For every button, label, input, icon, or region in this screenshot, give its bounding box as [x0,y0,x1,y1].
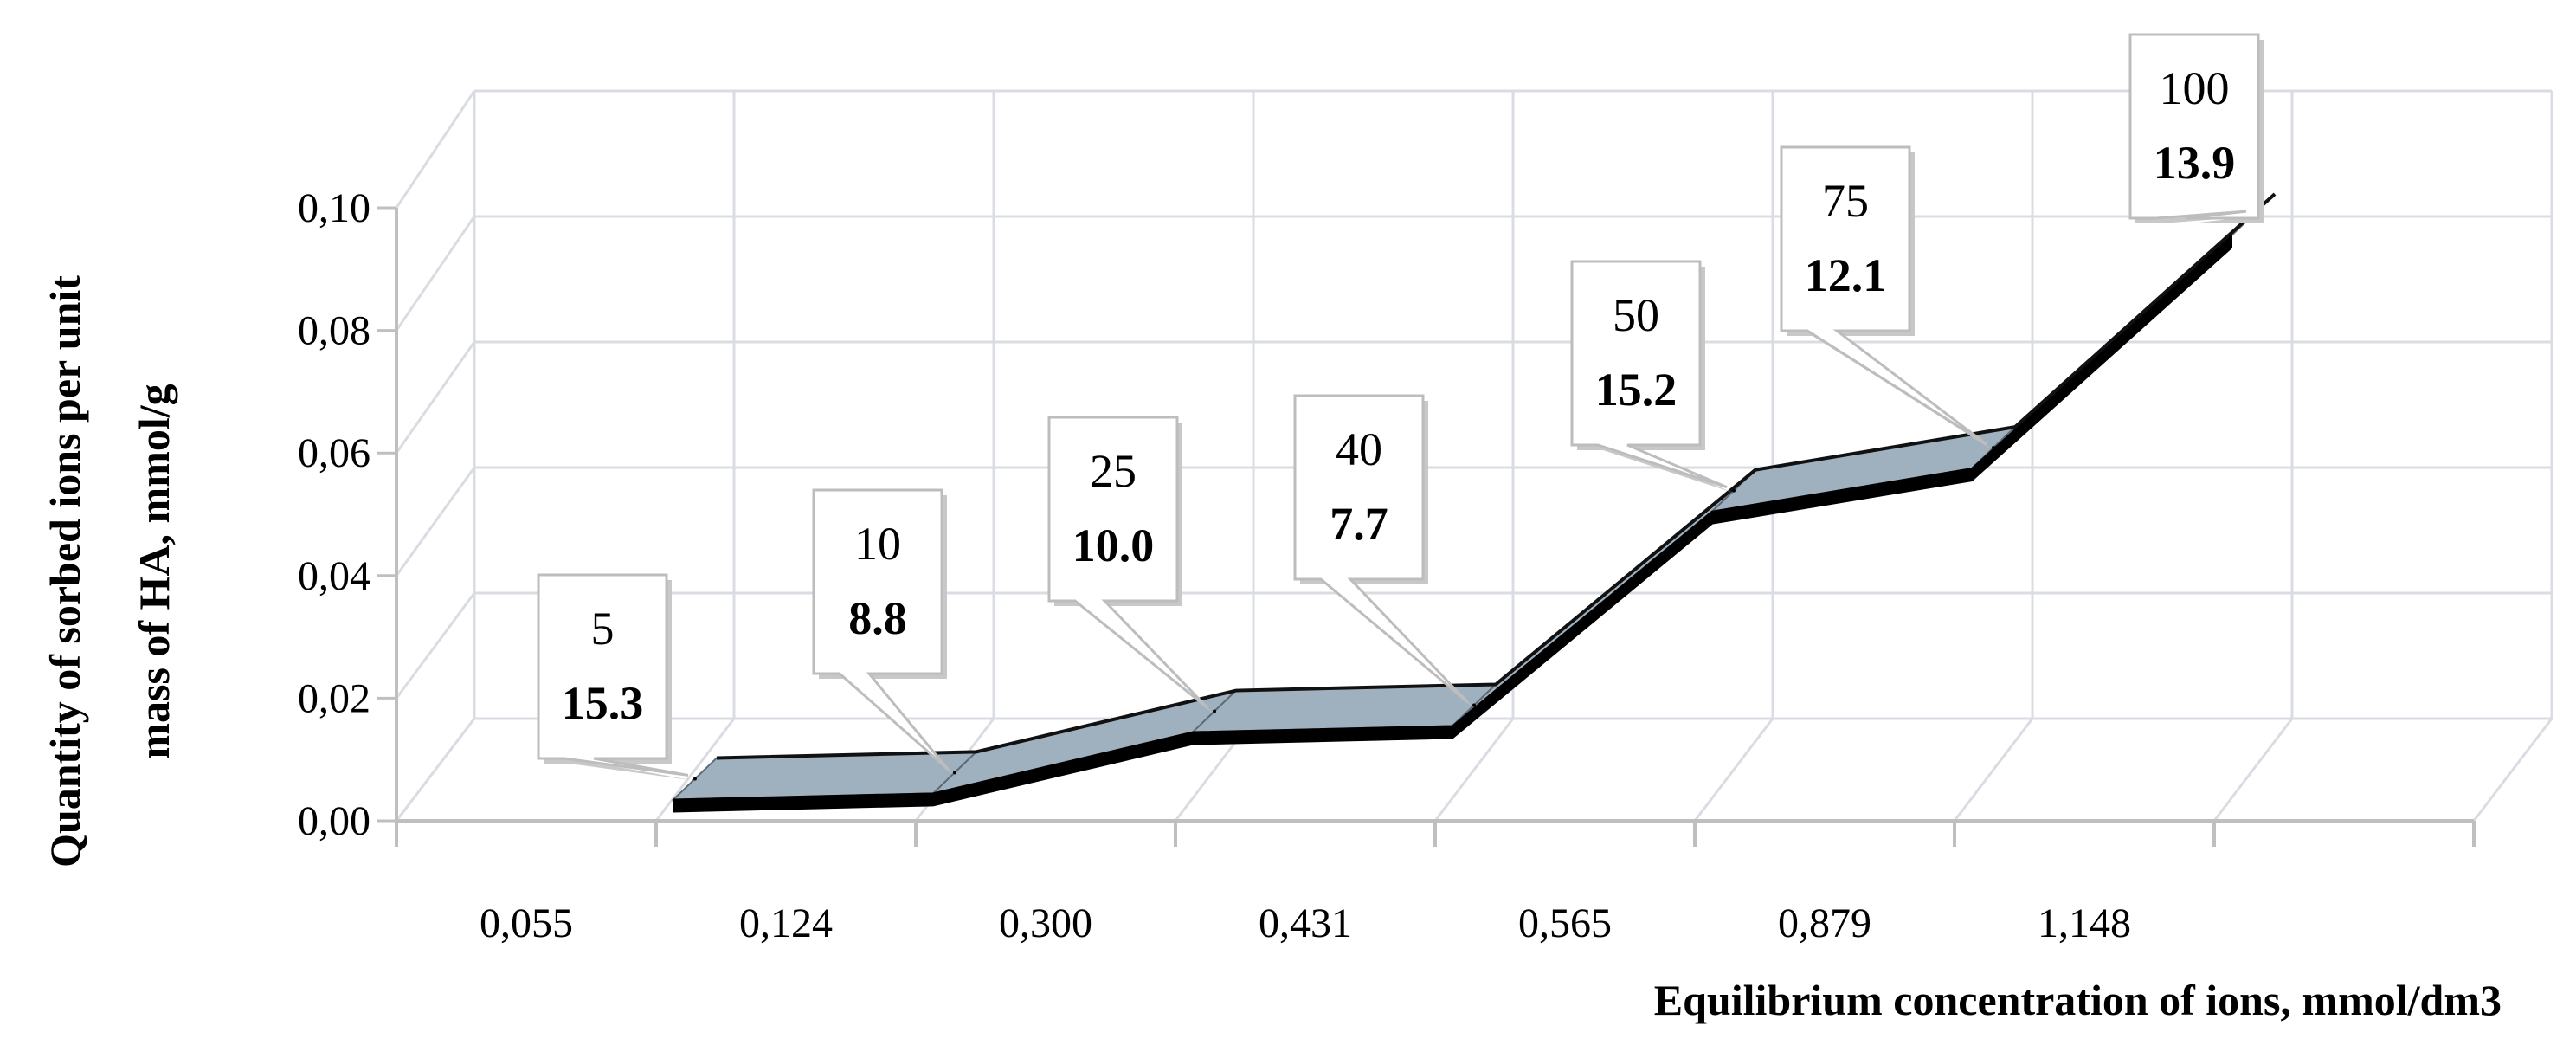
data-label-bottom: 12.1 [1805,249,1887,301]
data-label-top: 10 [854,518,901,570]
data-label: 515.3 [537,573,693,781]
y-axis-title-line-2: mass of HA, mmol/g [130,384,178,758]
data-point [1732,488,1736,493]
data-label-box [1780,145,1987,446]
data-point [1472,703,1476,707]
data-label-box [812,488,950,771]
y-tick-label: 0,02 [298,675,370,721]
data-label: 407.7 [1293,394,1472,707]
data-point [1992,446,1995,450]
data-label-box [537,573,689,777]
floor-gridline [1433,718,1515,822]
data-ribbon [671,192,2277,813]
data-point [693,777,697,781]
data-label-top: 5 [591,603,615,655]
x-tick-label: 0,124 [739,900,833,946]
data-label-top: 75 [1822,175,1869,227]
x-tick-label: 0,565 [1518,900,1612,946]
tick-labels: 0,00 0,02 0,04 0,06 0,08 0,10 0,055 0,124 0,300 0… [298,185,2131,946]
data-label-top: 100 [2160,62,2230,114]
y-tick-label: 0,04 [298,553,370,599]
y-tick-label: 0,00 [298,798,370,844]
data-label-top: 50 [1613,289,1659,341]
data-label-box [1570,260,1728,489]
floor-gridline [2472,718,2553,822]
side-wall-gridline [395,341,476,455]
data-label-bottom: 7.7 [1330,498,1388,550]
data-label-box [2128,33,2260,220]
series-line [673,235,2232,813]
data-label: 75 12.1 [1780,145,1992,450]
x-tick-label: 0,879 [1778,900,1871,946]
series-line-back [716,192,2277,760]
data-label-box [1047,416,1209,709]
data-point [953,771,956,775]
data-point [1213,709,1216,713]
data-label: 108.8 [812,488,953,775]
x-tick-label: 1,148 [2038,900,2131,946]
data-label: 25 10.0 [1047,416,1213,713]
floor-gridline [1953,718,2034,822]
data-label-bottom: 15.2 [1595,364,1678,416]
y-tick-label: 0,06 [298,430,370,476]
data-label-top: 40 [1336,423,1382,475]
x-tick-label: 0,431 [1259,900,1352,946]
grid [395,89,2553,822]
side-wall-gridline [395,467,476,577]
data-label: 100 13.9 [2128,33,2264,223]
data-label-bottom: 13.9 [2154,137,2236,189]
data-label-bottom: 8.8 [848,592,907,644]
side-wall-gridline [395,90,476,209]
x-tick-label: 0,055 [480,900,573,946]
x-tick-label: 0,300 [999,900,1092,946]
data-label-bottom: 15.3 [562,677,644,729]
floor-gridline [1693,718,1774,822]
floor-gridline [395,718,476,822]
y-tick-label: 0,08 [298,308,370,354]
axes [377,206,2476,847]
data-label-box [1293,394,1469,703]
side-wall-gridline [395,592,476,700]
data-label-top: 25 [1090,445,1137,497]
y-axis-title-line-1: Quantity of sorbed ions per unit [41,275,89,868]
floor-gridline [2212,718,2294,822]
data-label: 50 15.2 [1570,260,1732,493]
x-axis-title: Equilibrium concentration of ions, mmol/… [1654,976,2502,1024]
side-wall-gridline [395,216,476,332]
y-tick-label: 0,10 [298,185,370,231]
data-label-bottom: 10.0 [1072,519,1155,571]
floor-gridline [654,718,736,822]
